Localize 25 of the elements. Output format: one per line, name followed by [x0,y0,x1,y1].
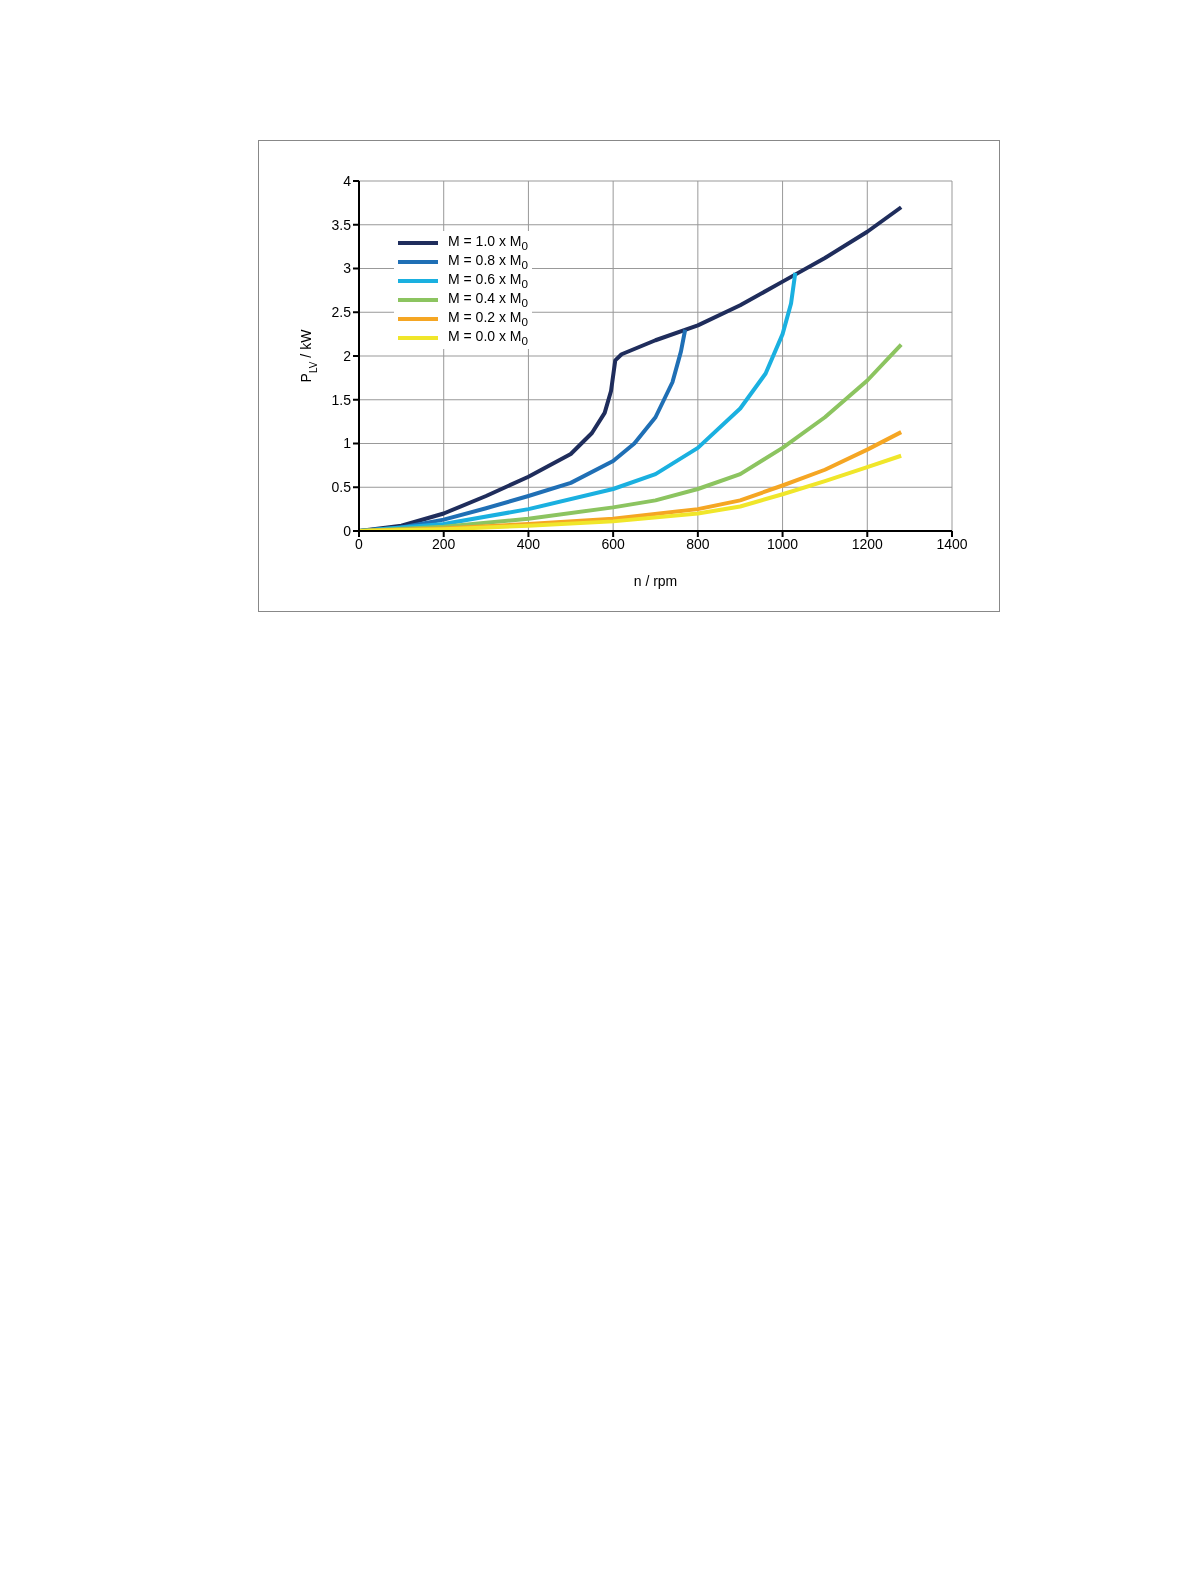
y-tick-label: 3.5 [331,216,352,233]
y-tick-label: 0.5 [331,479,352,496]
x-tick-label: 1400 [936,535,968,552]
legend-label: M = 0.6 x M$_{0}$ [448,271,529,290]
y-tick-label: 0 [343,522,352,539]
x-tick-label: 600 [601,535,626,552]
y-tick-label: 1 [343,435,352,452]
y-tick-label: 2.5 [331,304,352,321]
x-tick-label: 1200 [851,535,884,552]
y-tick-label: 2 [343,347,352,364]
y-tick-label: 4 [343,172,352,189]
line-series [359,453,904,531]
legend-label: M = 0.4 x M$_{0}$ [448,290,529,309]
x-tick-label: 200 [432,535,456,552]
legend-label: M = 0.8 x M$_{0}$ [448,252,529,271]
legend-label: M = 0.0 x M$_{0}$ [448,328,529,347]
x-tick-label: 400 [516,535,541,552]
y-tick-label: 3 [343,260,352,277]
x-axis-title: n / rpm [633,573,678,589]
legend-label: M = 0.2 x M$_{0}$ [448,309,529,328]
x-tick-label: 0 [355,535,364,552]
x-tick-label: 800 [686,535,710,552]
x-tick-label: 1000 [766,535,799,552]
legend-label: M = 1.0 x M$_{0}$ [448,233,529,252]
y-tick-label: 1.5 [331,391,352,408]
